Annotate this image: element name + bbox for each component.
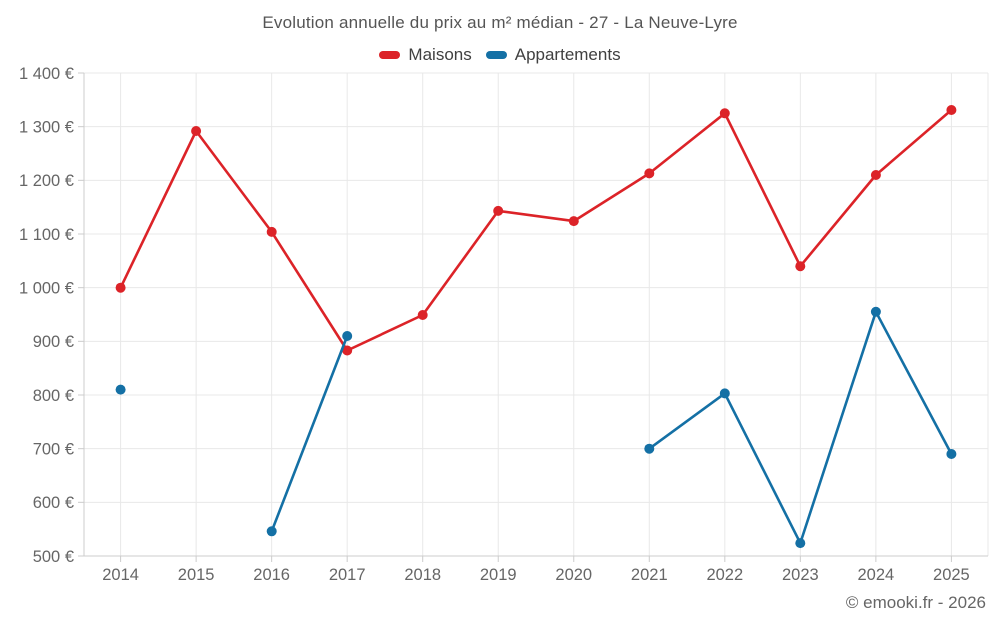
chart-legend: Maisons Appartements [0,45,1000,65]
x-tick-label: 2020 [555,566,592,584]
x-tick-label: 2021 [631,566,668,584]
maisons-data-point[interactable] [870,170,881,180]
maisons-series-line [119,108,953,352]
y-tick-label: 1 300 € [19,118,74,136]
attribution-text: © emooki.fr - 2026 [845,593,986,612]
appartements-data-point[interactable] [719,388,730,399]
maisons-data-point[interactable] [342,345,353,356]
legend-item-maisons[interactable]: Maisons [379,45,472,65]
y-tick-label: 1 200 € [19,172,74,190]
maisons-data-point[interactable] [644,168,655,179]
appartements-series-marker-icon [485,51,507,59]
maisons-data-point[interactable] [115,282,126,293]
appartements-data-point[interactable] [795,538,806,549]
maisons-data-point[interactable] [795,261,806,272]
appartements-data-point[interactable] [266,526,277,537]
appartements-data-point[interactable] [870,306,881,317]
x-tick-label: 2022 [706,566,743,584]
legend-item-appartements[interactable]: Appartements [485,45,621,65]
x-tick-label: 2025 [933,566,970,584]
y-tick-label: 1 400 € [19,65,74,83]
x-tick-label: 2018 [404,566,441,584]
chart-title: Evolution annuelle du prix au m² médian … [262,13,738,32]
maisons-data-point[interactable] [191,126,202,136]
maisons-data-point[interactable] [719,108,730,119]
x-tick-label: 2014 [102,566,139,584]
y-tick-label: 900 € [33,333,74,351]
x-tick-label: 2016 [253,566,290,584]
y-tick-label: 700 € [33,440,74,458]
y-tick-label: 1 000 € [19,279,74,297]
legend-label-appartements: Appartements [514,45,621,64]
maisons-data-point[interactable] [266,226,277,237]
y-tick-label: 800 € [33,387,74,405]
maisons-data-point[interactable] [946,105,957,115]
y-tick-label: 500 € [33,548,74,566]
appartements-data-point[interactable] [644,443,655,454]
x-tick-label: 2019 [480,566,517,584]
x-tick-label: 2023 [782,566,819,584]
maisons-data-point[interactable] [493,205,504,216]
y-tick-label: 600 € [33,494,74,512]
y-tick-label: 1 100 € [19,226,74,244]
x-tick-label: 2017 [329,566,366,584]
maisons-data-point[interactable] [568,216,579,227]
x-tick-label: 2024 [858,566,895,584]
appartements-data-point[interactable] [115,384,126,395]
appartements-data-point[interactable] [342,331,353,341]
maisons-series-marker-icon [379,51,401,59]
x-tick-label: 2015 [178,566,215,584]
legend-label-maisons: Maisons [408,45,472,64]
appartements-series-line [270,334,349,533]
appartements-data-point[interactable] [946,449,957,459]
maisons-data-point[interactable] [417,310,428,320]
